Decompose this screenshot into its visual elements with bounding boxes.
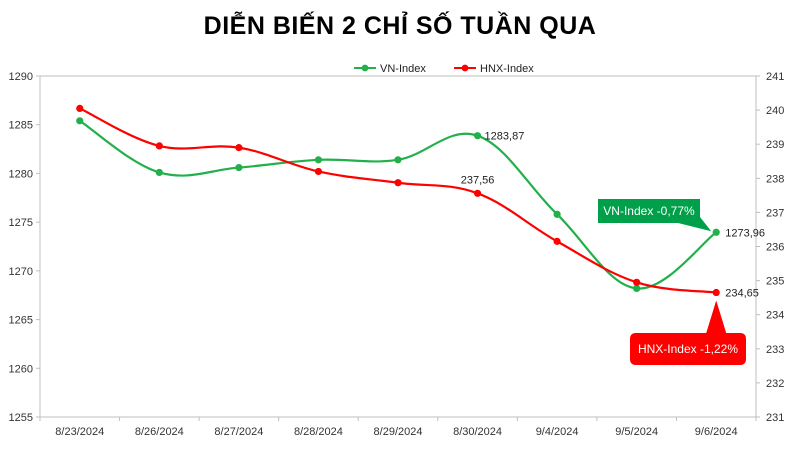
data-label: 237,56 [461,174,495,186]
y-left-tick-label: 1265 [9,315,33,327]
data-point [553,210,561,218]
callout-hnx-index-box [630,300,746,365]
callouts: VN-Index -0,77% HNX-Index -1,22% [598,199,746,365]
data-point [633,278,641,286]
y-right-tick-label: 238 [766,173,784,185]
data-point [155,168,163,177]
y-left-tick-label: 1275 [9,217,33,229]
y-right-tick-label: 233 [766,344,784,356]
legend-marker [361,64,369,72]
y-right-tick-label: 237 [766,207,784,219]
callout-hnx-index-text: HNX-Index -1,22% [638,342,738,356]
data-label: 234,65 [725,288,759,300]
legend-entry: VN-Index [380,63,426,75]
x-tick-label: 9/5/2024 [615,426,658,438]
x-tick-label: 8/29/2024 [374,426,423,438]
x-tick-label: 8/26/2024 [135,426,184,438]
data-point [712,288,720,297]
y-right-tick-label: 241 [766,71,784,83]
y-left-tick-label: 1260 [9,363,33,375]
data-labels: 1283,87 1273,96 237,56 234,65 [461,131,765,300]
data-point [235,163,243,172]
series-points [76,104,720,297]
y-right-tick-label: 239 [766,139,784,151]
y-right-tick-label: 235 [766,276,784,288]
series-line-vn-index [79,119,717,290]
data-point [76,117,84,125]
data-point [712,228,720,236]
data-point [235,144,243,152]
data-point [553,237,561,245]
y-right-tick-label: 236 [766,242,784,254]
data-point [314,167,323,176]
chart-title: DIỄN BIẾN 2 CHỈ SỐ TUẦN QUA [203,12,597,40]
y-left-tick-label: 1255 [9,412,33,424]
data-point [633,284,641,292]
x-tick-label: 9/4/2024 [536,426,579,438]
data-point [314,156,323,164]
y-left-tick-label: 1290 [9,71,33,83]
data-point [473,132,482,140]
y-right-tick-label: 231 [766,412,784,424]
x-tick-label: 8/28/2024 [294,426,343,438]
axes: 1255 1260 1265 1270 1275 1280 1285 1290 231 232 23… [9,71,785,438]
data-point [394,179,402,187]
data-point [473,189,482,197]
x-tick-label: 8/27/2024 [214,426,263,438]
data-label: 1273,96 [725,227,765,239]
plot-frame [39,75,757,418]
callout-vn-index-box [598,199,712,232]
y-right-tick-label: 232 [766,378,784,390]
legend-marker [461,64,469,72]
data-label: 1283,87 [485,131,525,143]
callout-vn-index-text: VN-Index -0,77% [603,204,695,218]
legend: VN-Index HNX-Index [354,63,534,75]
y-left-tick-label: 1280 [9,168,33,180]
data-point [76,104,84,112]
x-tick-label: 8/30/2024 [453,426,502,438]
y-left-tick-label: 1285 [9,120,33,132]
x-tick-label: 9/6/2024 [695,426,738,438]
data-point [155,142,163,150]
y-left-tick-label: 1270 [9,266,33,278]
y-right-tick-label: 240 [766,105,784,117]
y-right-tick-label: 234 [766,310,784,322]
legend-entry: HNX-Index [480,63,534,75]
data-point [394,156,402,164]
x-tick-label: 8/23/2024 [55,426,104,438]
